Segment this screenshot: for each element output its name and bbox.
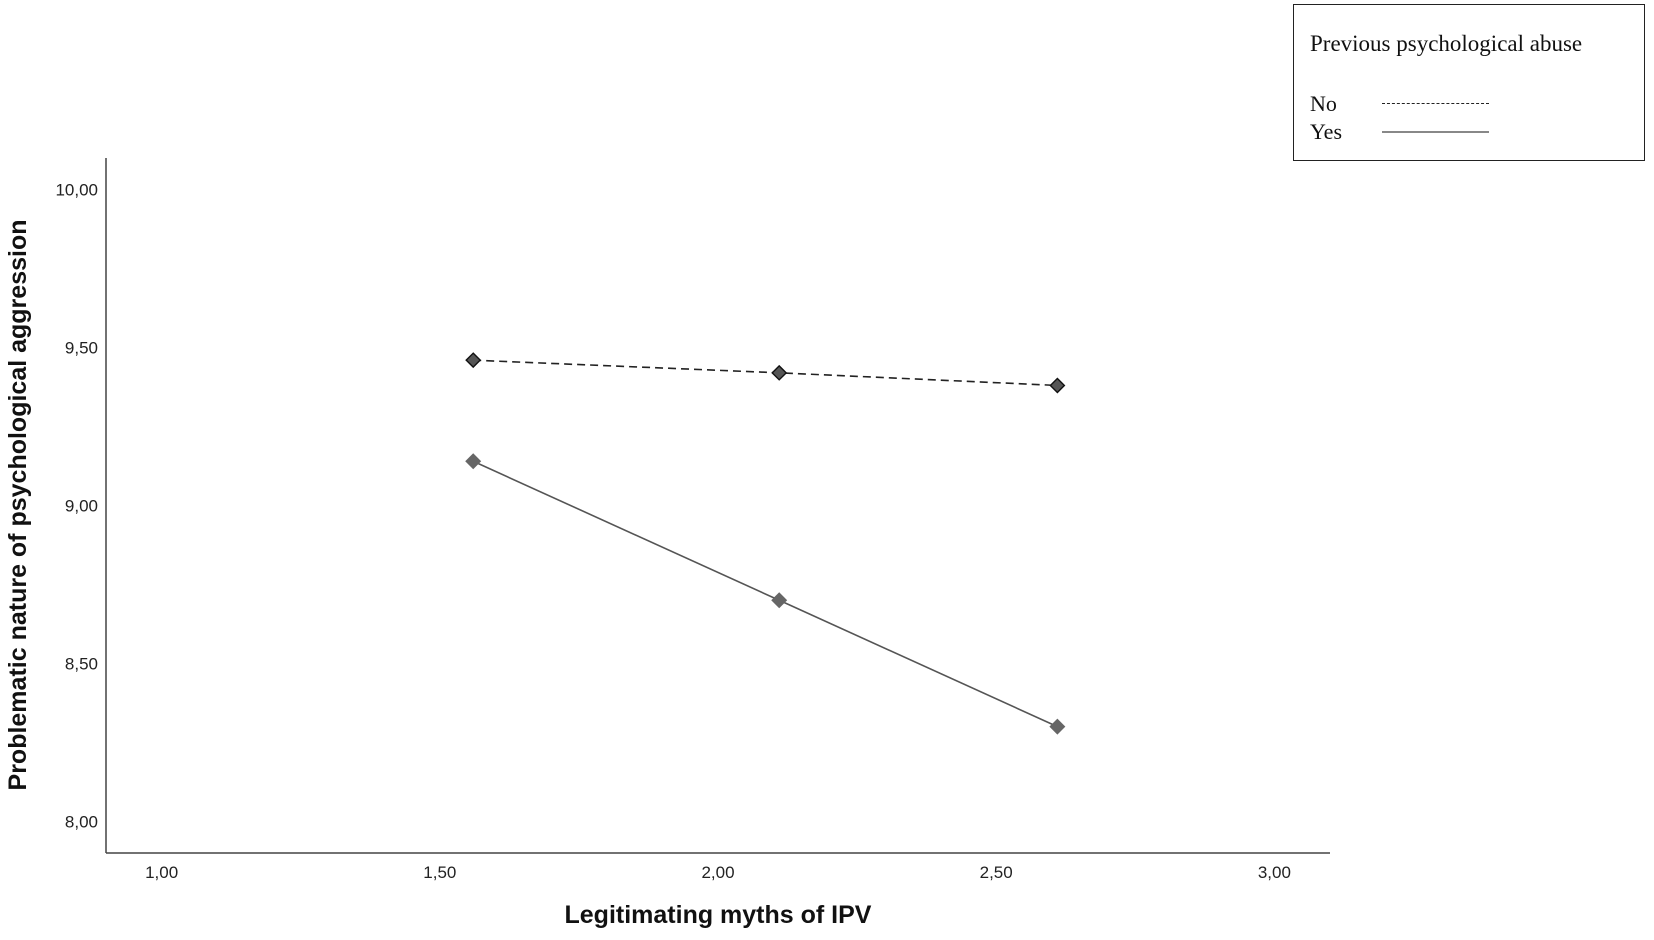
axes bbox=[105, 158, 1330, 854]
legend-item-yes: Yes bbox=[1310, 119, 1489, 145]
x-axis-title: Legitimating myths of IPV bbox=[565, 901, 872, 929]
y-tick-label: 9,00 bbox=[65, 497, 98, 516]
data-point-yes bbox=[1049, 718, 1066, 735]
legend-title: Previous psychological abuse bbox=[1310, 31, 1583, 56]
x-tick-labels: 1,00 1,50 2,00 2,50 3,00 bbox=[145, 863, 1291, 882]
legend-item-no: No bbox=[1310, 91, 1489, 117]
series-layer bbox=[465, 352, 1066, 735]
legend-label-yes: Yes bbox=[1310, 119, 1343, 144]
x-tick-label: 1,50 bbox=[423, 863, 456, 882]
legend: Previous psychological abuse No Yes bbox=[1293, 4, 1645, 161]
y-tick-label: 9,50 bbox=[65, 339, 98, 358]
x-tick-label: 2,00 bbox=[701, 863, 734, 882]
data-point-no bbox=[465, 352, 482, 369]
y-tick-label: 8,00 bbox=[65, 812, 98, 831]
data-point-yes bbox=[771, 592, 788, 609]
data-point-no bbox=[771, 364, 788, 381]
data-point-no bbox=[1049, 377, 1066, 394]
y-axis-title: Problematic nature of psychological aggr… bbox=[4, 220, 32, 791]
data-point-yes bbox=[465, 453, 482, 470]
legend-swatch-dashed bbox=[1382, 103, 1489, 104]
legend-label-no: No bbox=[1310, 91, 1337, 116]
series-line-no bbox=[473, 359, 1058, 387]
y-tick-label: 8,50 bbox=[65, 654, 98, 673]
x-tick-label: 3,00 bbox=[1258, 863, 1291, 882]
x-tick-label: 2,50 bbox=[980, 863, 1013, 882]
x-tick-label: 1,00 bbox=[145, 863, 178, 882]
y-tick-label: 10,00 bbox=[55, 181, 98, 200]
y-tick-labels: 8,00 8,50 9,00 9,50 10,00 bbox=[55, 181, 98, 832]
series-line-yes bbox=[472, 460, 1058, 728]
legend-swatch-solid bbox=[1382, 131, 1489, 133]
